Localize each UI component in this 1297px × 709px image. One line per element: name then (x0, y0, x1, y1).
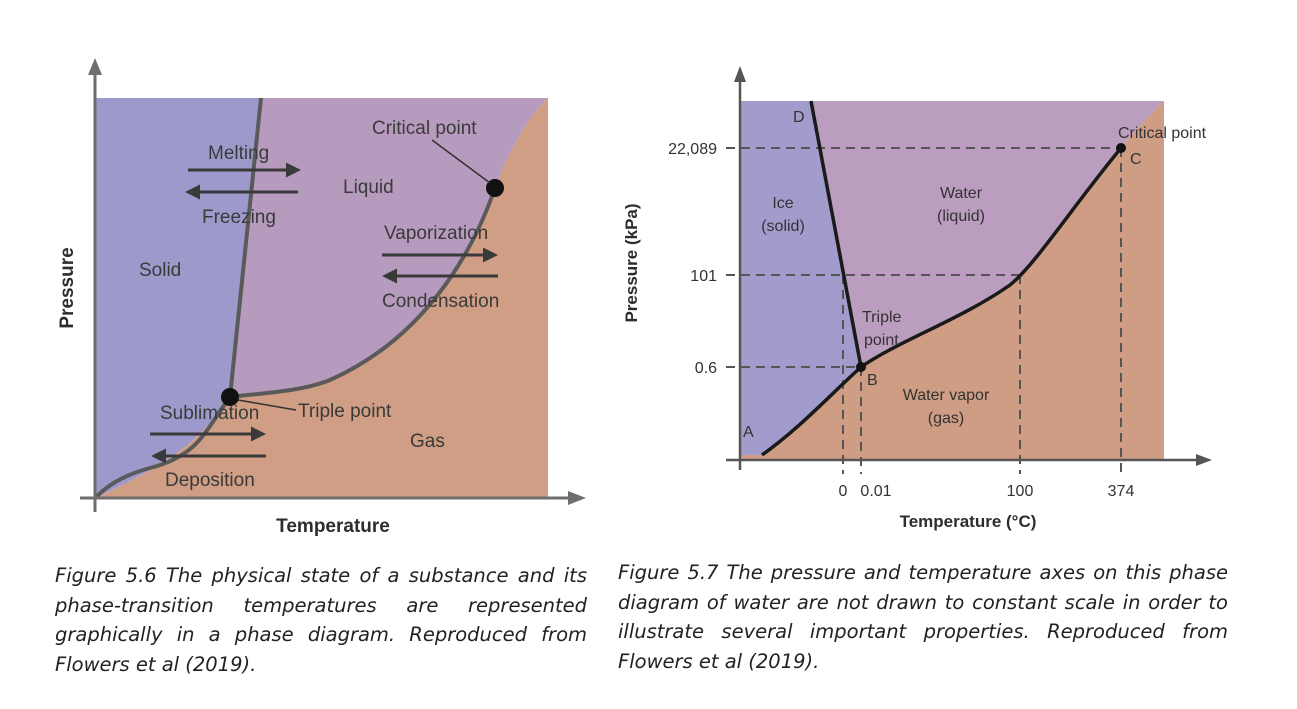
triple-label: Triple (862, 309, 902, 326)
condensation-label: Condensation (382, 291, 499, 312)
triple-point-leader (237, 399, 297, 411)
liquid-region (230, 98, 548, 397)
y-axis-arrow (88, 58, 102, 75)
critical-point-marker (486, 179, 504, 197)
sublimation-curve (93, 395, 232, 500)
boiling-curve (860, 146, 1123, 369)
point-d-label: D (793, 109, 805, 126)
triple-point-b-marker (856, 362, 866, 372)
freezing-label: Freezing (202, 207, 276, 228)
x-tick-100: 100 (1007, 483, 1034, 500)
critical-point-c-marker (1116, 143, 1126, 153)
x-tick-374: 374 (1108, 483, 1135, 500)
solid-label: Solid (139, 260, 181, 281)
ice-sub-label: (solid) (761, 218, 805, 235)
y-tick-22089: 22,089 (668, 141, 717, 158)
fusion-curve (228, 97, 263, 398)
y-axis-title-water: Pressure (kPa) (622, 203, 641, 322)
point-a-label: A (743, 424, 754, 441)
sublimation-curve-water (760, 365, 863, 457)
gas-region (95, 98, 548, 498)
phase-diagram-generic: Melting Freezing Critical point Liquid V… (57, 58, 586, 537)
figure-5-7-caption: Figure 5.7 The pressure and temperature … (618, 561, 1228, 673)
deposition-label: Deposition (165, 470, 255, 491)
y-tick-0-6: 0.6 (695, 360, 717, 377)
gas-label: Gas (410, 431, 445, 452)
water-sub-label: (liquid) (937, 208, 985, 225)
critical-point-label-water: Critical point (1118, 125, 1207, 142)
water-vapor-label: Water vapor (903, 387, 990, 404)
x-tick-0-01: 0.01 (860, 483, 891, 500)
water-vapor-sub-label: (gas) (928, 410, 964, 427)
melting-curve (809, 100, 863, 368)
point-c-label: C (1130, 151, 1142, 168)
critical-point-leader (431, 139, 491, 184)
vaporization-curve (229, 187, 497, 399)
ice-region (740, 101, 861, 455)
y-tick-101: 101 (690, 268, 717, 285)
x-axis-arrow-water (1196, 454, 1212, 466)
y-axis-arrow-water (734, 66, 746, 82)
triple-point-label: Triple point (298, 401, 392, 422)
water-label: Water (940, 185, 983, 202)
x-axis-title: Temperature (276, 516, 390, 537)
ice-label: Ice (772, 195, 793, 212)
phase-diagram-water: D C B A Ice (solid) Water (liquid) Criti… (622, 66, 1212, 531)
x-axis-arrow (568, 491, 586, 505)
critical-point-label: Critical point (372, 118, 477, 139)
melting-label: Melting (208, 143, 269, 164)
figure-5-6-caption: Figure 5.6 The physical state of a subst… (55, 564, 587, 676)
water-region (811, 101, 1164, 367)
vapor-region (740, 101, 1164, 460)
vaporization-label: Vaporization (384, 223, 488, 244)
triple-point-marker (221, 388, 239, 406)
x-axis-title-water: Temperature (°C) (900, 512, 1037, 531)
triple-sub-label: point (864, 332, 899, 349)
x-tick-0: 0 (839, 483, 848, 500)
y-axis-title: Pressure (57, 247, 78, 328)
sublimation-label: Sublimation (160, 403, 259, 424)
liquid-label: Liquid (343, 177, 394, 198)
solid-region (95, 98, 261, 498)
point-b-label: B (867, 372, 878, 389)
